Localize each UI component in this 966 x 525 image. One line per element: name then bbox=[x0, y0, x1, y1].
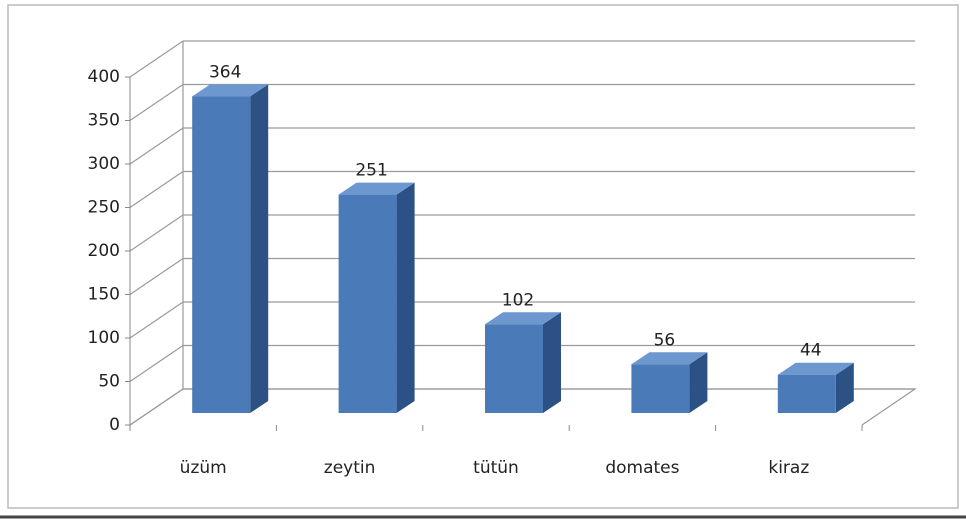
grid-line bbox=[129, 258, 184, 295]
value-label: 102 bbox=[502, 290, 534, 310]
bar bbox=[631, 364, 690, 413]
value-label: 364 bbox=[209, 62, 241, 82]
y-tick-label: 200 bbox=[88, 241, 120, 261]
y-tick-label: 400 bbox=[88, 67, 120, 87]
x-tick-label: kiraz bbox=[768, 458, 809, 478]
bar-top bbox=[777, 362, 854, 375]
bar-top bbox=[485, 312, 561, 325]
chart-frame bbox=[7, 4, 959, 509]
x-tick-label: zeytin bbox=[324, 458, 376, 478]
bar-side bbox=[250, 84, 269, 413]
bar bbox=[485, 324, 543, 413]
grid-line bbox=[129, 214, 184, 252]
bar bbox=[777, 374, 836, 413]
grid-line bbox=[129, 127, 184, 165]
y-tick-label: 150 bbox=[88, 285, 120, 305]
bar bbox=[192, 96, 251, 413]
value-label: 56 bbox=[654, 330, 676, 350]
y-tick-label: 250 bbox=[88, 198, 120, 218]
x-tick-label: üzüm bbox=[180, 458, 227, 478]
grid-line bbox=[129, 40, 184, 78]
bar-side bbox=[835, 362, 854, 413]
y-tick-label: 50 bbox=[98, 372, 120, 392]
bar-side bbox=[543, 312, 561, 413]
grid-line bbox=[129, 84, 184, 121]
bar-side bbox=[396, 182, 415, 413]
grid-line bbox=[129, 301, 184, 339]
value-label: 251 bbox=[355, 161, 387, 181]
y-tick-label: 100 bbox=[88, 328, 120, 348]
grid-line bbox=[129, 345, 184, 382]
bar-top bbox=[192, 84, 269, 97]
x-tick-label: tütün bbox=[473, 458, 519, 478]
y-tick-label: 300 bbox=[88, 154, 120, 174]
bar-top bbox=[338, 182, 415, 195]
x-tick-label: domates bbox=[605, 458, 679, 478]
bar-top bbox=[631, 352, 708, 365]
grid-line bbox=[129, 171, 184, 208]
grid-line bbox=[129, 388, 184, 426]
bar-side bbox=[689, 352, 708, 413]
value-label: 44 bbox=[800, 341, 822, 361]
y-tick-label: 0 bbox=[109, 415, 120, 435]
y-tick-label: 350 bbox=[88, 111, 120, 131]
bar bbox=[338, 194, 397, 413]
